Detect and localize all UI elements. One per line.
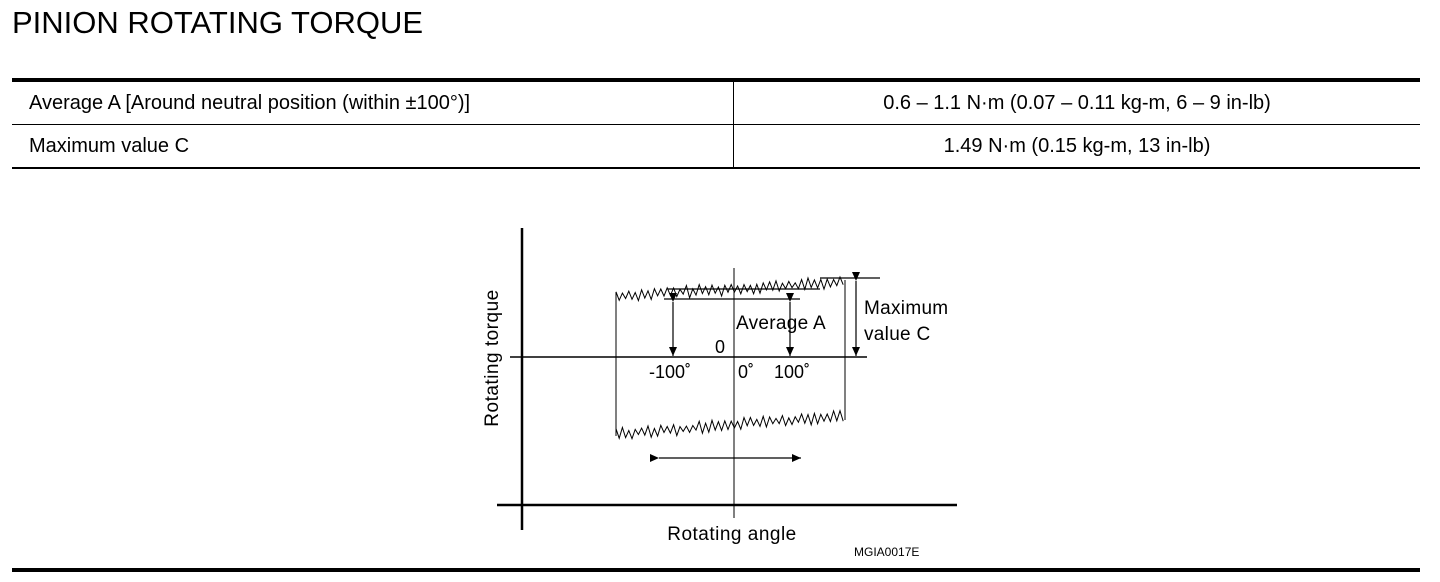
table-row: Average A [Around neutral position (with…	[12, 78, 1420, 125]
figure-id: MGIA0017E	[854, 545, 919, 559]
lower-torque-trace	[615, 409, 844, 441]
angle-minus-100-label: -100˚	[649, 362, 691, 382]
spec-value-cell: 0.6 – 1.1 N·m (0.07 – 0.11 kg-m, 6 – 9 i…	[733, 78, 1420, 125]
angle-zero-label: 0˚	[738, 362, 754, 382]
upper-torque-trace	[615, 275, 844, 303]
spec-value-cell: 1.49 N·m (0.15 kg-m, 13 in-lb)	[733, 124, 1420, 169]
angle-plus-100-label: 100˚	[774, 362, 810, 382]
maximum-label-line-1: Maximum	[864, 298, 948, 319]
spec-item-cell: Average A [Around neutral position (with…	[12, 78, 734, 125]
table-row: Maximum value C 1.49 N·m (0.15 kg-m, 13 …	[12, 124, 1420, 169]
spec-item-cell: Maximum value C	[12, 124, 734, 169]
zero-torque-label: 0	[715, 337, 725, 357]
maximum-label-line-2: value C	[864, 324, 931, 345]
page-title: PINION ROTATING TORQUE	[12, 5, 424, 40]
y-axis-label: Rotating torque	[482, 289, 503, 426]
spec-table: Average A [Around neutral position (with…	[12, 78, 1420, 169]
x-axis-label: Rotating angle	[667, 524, 797, 545]
bottom-rule	[12, 568, 1420, 572]
average-a-label: Average A	[736, 313, 826, 334]
